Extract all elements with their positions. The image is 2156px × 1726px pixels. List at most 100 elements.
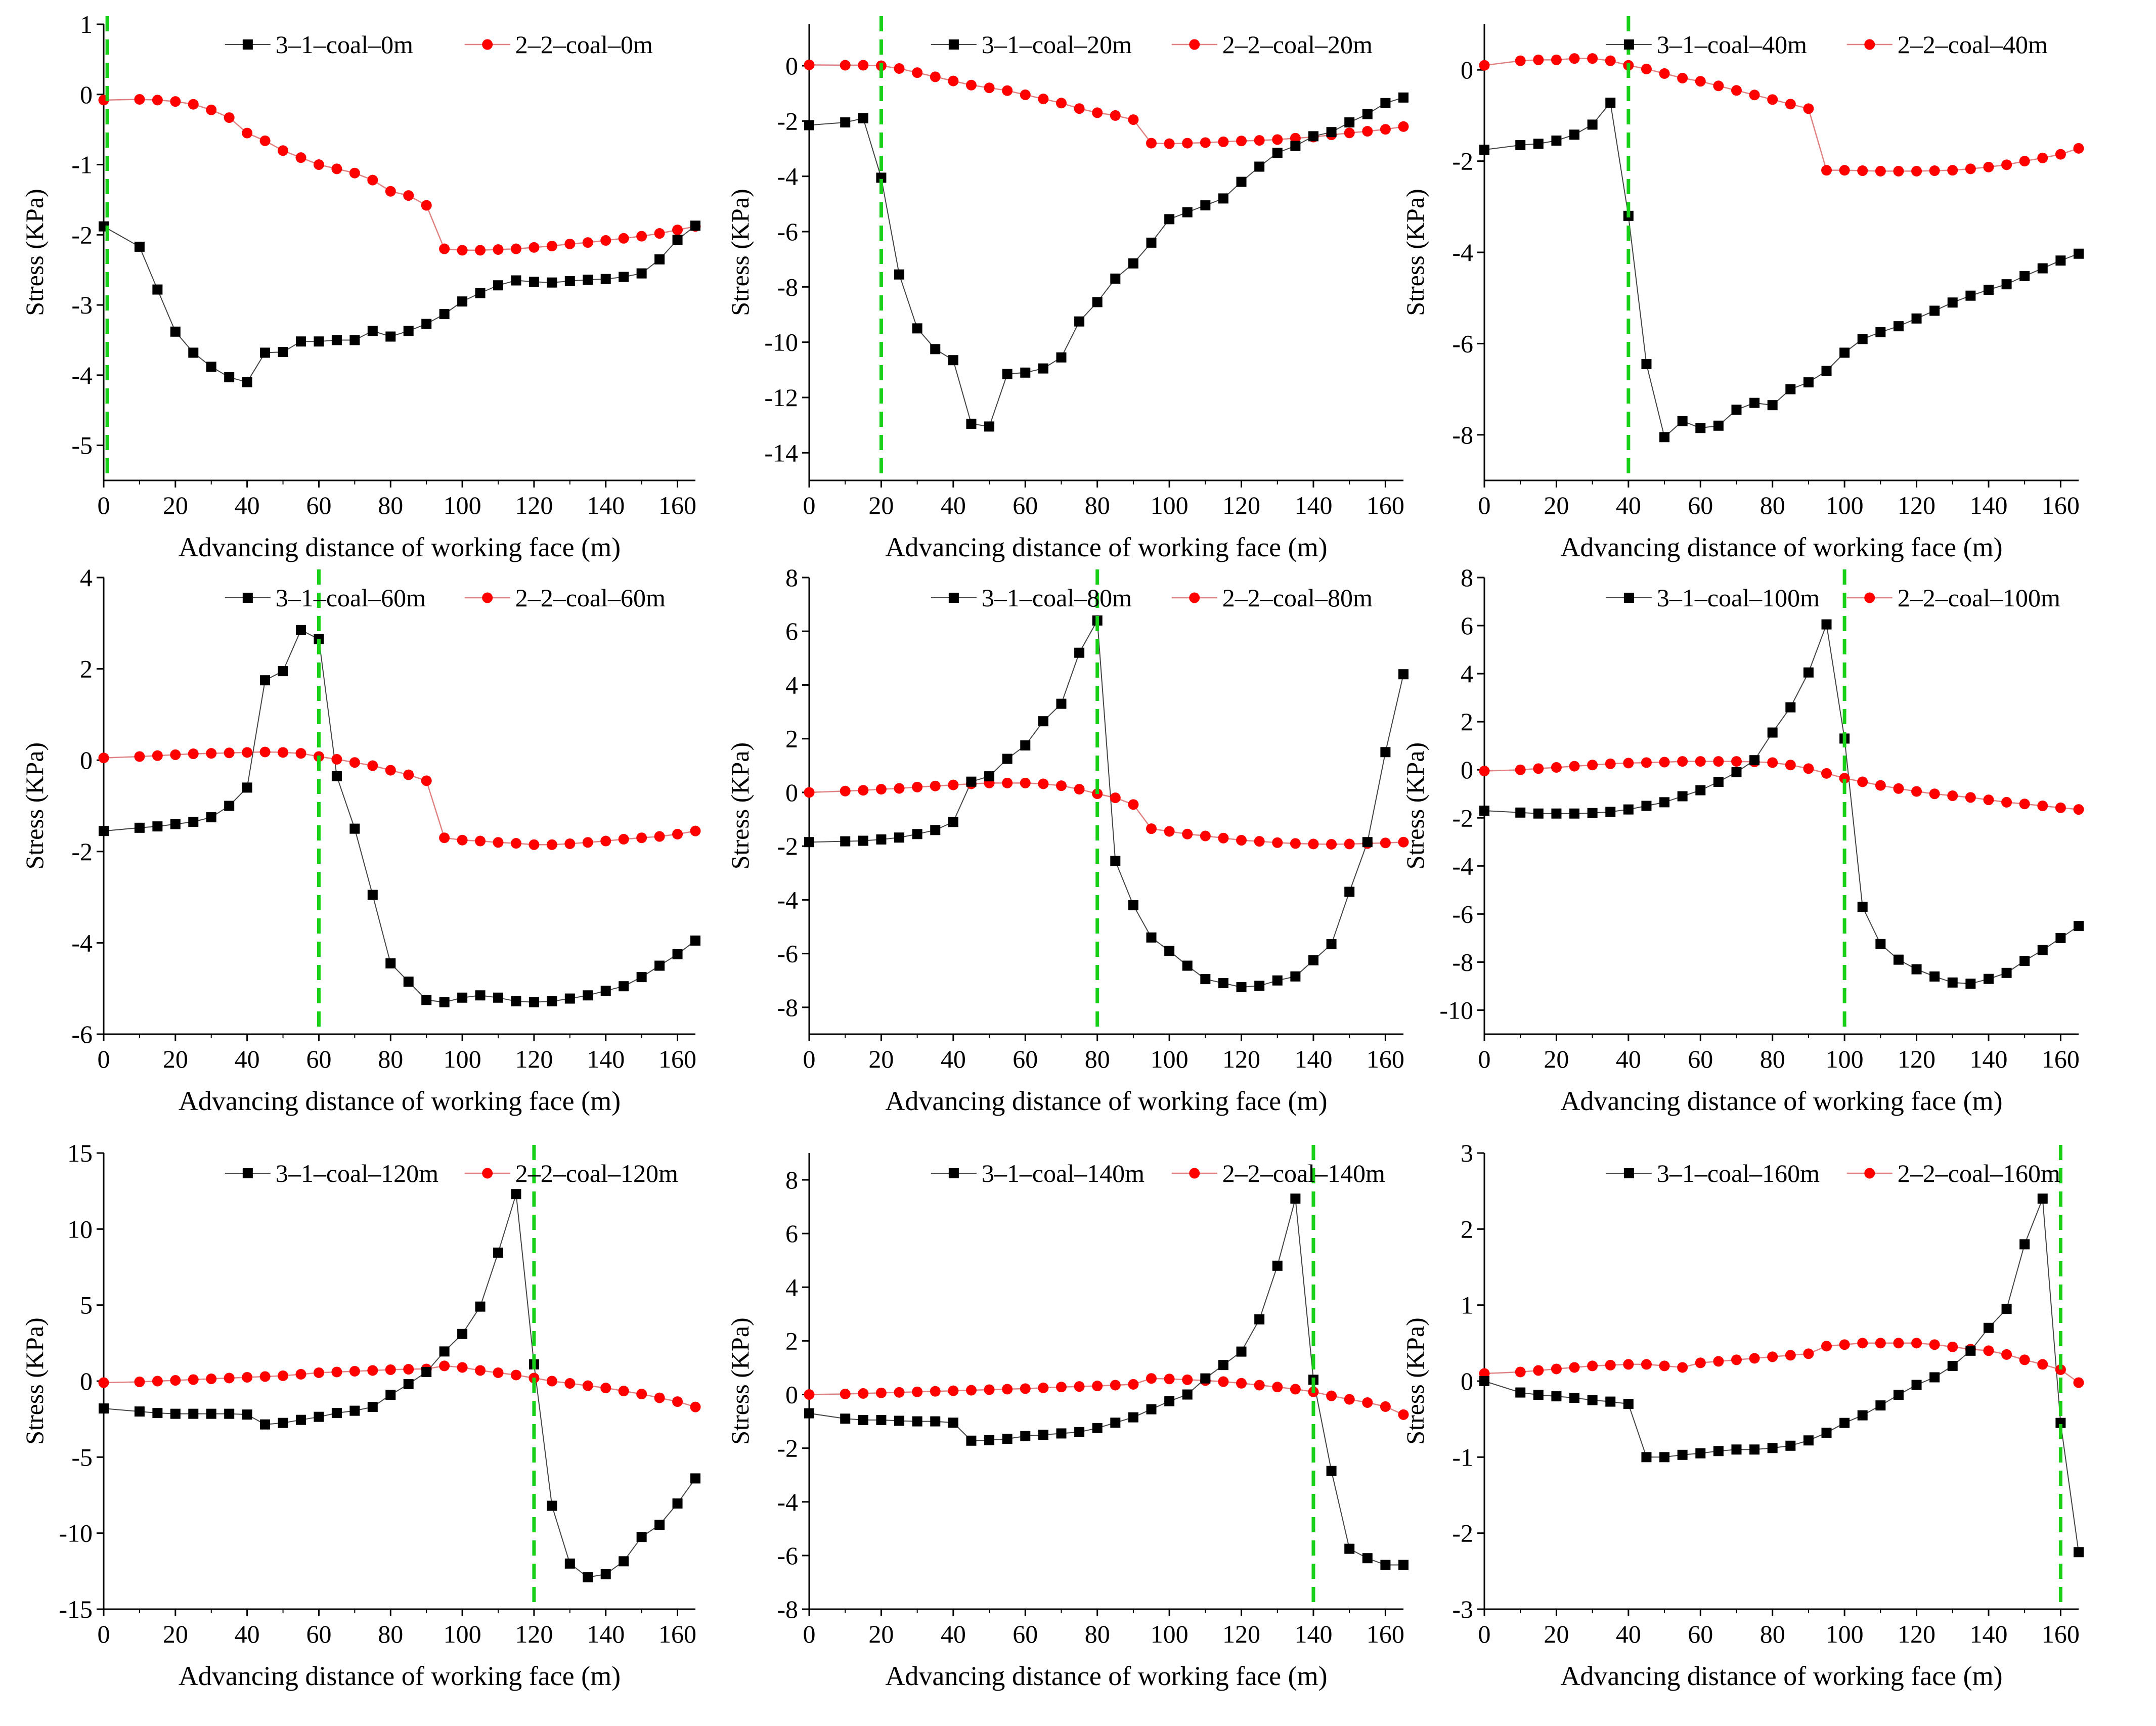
series-1-point [547,1500,557,1511]
series-2-point [1785,760,1796,771]
x-tick-label: 100 [1826,1045,1864,1073]
x-tick-label: 0 [803,1620,816,1648]
series-2-point [1038,94,1049,105]
series-2-point [1857,1338,1868,1349]
y-tick-label: -8 [777,1595,798,1623]
series-1-point [242,782,252,793]
x-tick-label: 100 [1151,1620,1189,1648]
y-tick-label: 0 [1461,756,1473,784]
x-tick-label: 40 [1616,491,1641,519]
series-2-point [439,243,450,254]
y-tick-label: -2 [71,220,93,249]
legend-series-1-marker [242,593,253,603]
series-2-line [103,99,696,251]
series-2-point [1254,1380,1265,1391]
series-1-point [314,336,324,347]
x-tick-label: 40 [1616,1620,1641,1648]
x-axis-title: Advancing distance of working face (m) [885,532,1327,562]
series-1-point [1857,1410,1868,1421]
series-1-point [1290,141,1301,151]
series-2-point [242,127,253,139]
series-2-point [1803,763,1814,774]
series-1-point [600,986,611,996]
series-2-point [188,1374,199,1385]
series-2-point [206,748,217,759]
series-2-point [510,243,521,254]
y-tick-label: 6 [1461,611,1473,640]
x-tick-label: 80 [378,491,403,519]
series-2-point [1983,161,1994,172]
series-2-point [2019,799,2030,810]
series-1-line [809,97,1404,427]
series-2-point [840,785,851,796]
series-2-point [1659,68,1670,79]
x-axis-title: Advancing distance of working face (m) [179,1086,621,1116]
x-tick-label: 100 [444,1045,481,1073]
series-1-point [170,1408,181,1419]
series-1-point [636,1532,647,1542]
x-axis-title: Advancing distance of working face (m) [1560,1086,2002,1116]
x-tick-label: 80 [1085,491,1110,519]
series-1-point [278,347,288,358]
x-axis-title: Advancing distance of working face (m) [885,1661,1327,1691]
series-2-point [1731,85,1742,96]
series-2-line [103,751,696,846]
x-tick-label: 0 [1478,491,1491,519]
series-2-point [278,747,289,758]
series-2-point [546,241,557,252]
series-2-point [1479,766,1490,777]
series-1-point [1605,807,1616,817]
series-1-point [1272,975,1283,986]
series-2-point [206,1373,217,1384]
series-1-point [1533,139,1544,149]
series-2-point [1965,163,1976,174]
y-tick-label: -6 [777,1541,798,1570]
series-1-point [385,958,396,969]
series-1-point [331,1408,342,1419]
series-1-point [1875,1400,1886,1411]
series-2-point [1038,778,1049,789]
y-tick-label: -1 [1452,1443,1473,1471]
y-tick-label: 4 [785,671,798,699]
series-1-point [894,832,905,843]
series-2-point [894,1387,905,1398]
series-2-point [1362,126,1373,137]
series-1-point [403,977,414,987]
series-1-point [1038,363,1048,374]
series-2-point [600,235,611,246]
series-2-point [1569,1362,1580,1373]
series-1-point [296,625,306,635]
series-1-point [1551,1391,1562,1402]
series-1-point [2037,1193,2048,1204]
y-tick-label: 1 [80,10,93,38]
series-1-point [1038,1430,1048,1440]
series-2-point [2055,802,2066,813]
series-1-point [1362,837,1373,848]
series-1-point [804,120,814,130]
y-tick-label: -1 [71,151,93,179]
series-2-point [152,1376,163,1387]
x-tick-label: 20 [163,1045,188,1073]
series-2-point [1344,1394,1355,1405]
series-2-point [948,75,959,86]
series-1-point [876,1414,887,1425]
series-1-point [1074,316,1085,327]
series-1-point [99,1403,109,1414]
series-1-point [1857,334,1868,344]
series-1-point [1551,136,1562,146]
series-2-point [475,245,486,256]
series-2-point [188,748,199,760]
x-tick-label: 60 [1013,491,1038,519]
series-1-point [547,996,557,1006]
series-1-point [152,284,163,295]
series-2-point [1929,1339,1940,1350]
series-2-point [1695,756,1706,767]
x-tick-label: 140 [1969,491,2007,519]
series-2-point [1092,1381,1103,1392]
series-1-point [654,254,665,264]
series-1-point [1110,273,1121,284]
series-1-point [1308,955,1318,965]
series-1-point [206,812,216,823]
series-1-point [1326,1466,1337,1476]
